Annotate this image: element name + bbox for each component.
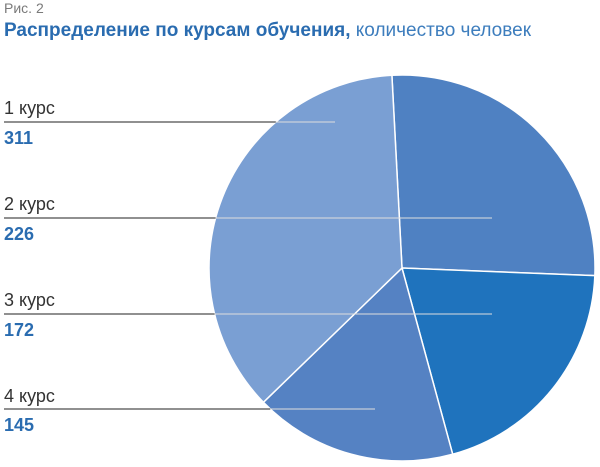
chart-title: Распределение по курсам обучения, количе…: [4, 20, 531, 42]
pie-slice-1: [208, 74, 403, 404]
figure-label: Рис. 2: [4, 0, 44, 16]
leader-lines: [4, 121, 492, 410]
value-label-4: 145: [4, 415, 34, 435]
value-label-3: 172: [4, 320, 34, 340]
pie-slice-2: [391, 74, 596, 277]
chart-title-main: Распределение по курсам обучения,: [4, 20, 351, 41]
category-labels: 1 курс 311 2 курс 226 3 курс 172 4 курс 145: [4, 98, 55, 435]
value-label-2: 226: [4, 224, 34, 244]
value-label-1: 311: [4, 128, 33, 148]
category-label-1: 1 курс: [4, 98, 55, 118]
pie-slices: [208, 74, 596, 462]
category-label-3: 3 курс: [4, 290, 55, 310]
chart-subtitle: количество человек: [355, 20, 532, 41]
category-label-2: 2 курс: [4, 194, 55, 214]
category-label-4: 4 курс: [4, 386, 55, 406]
pie-slice-4: [262, 266, 454, 462]
pie-slice-3: [401, 267, 596, 456]
